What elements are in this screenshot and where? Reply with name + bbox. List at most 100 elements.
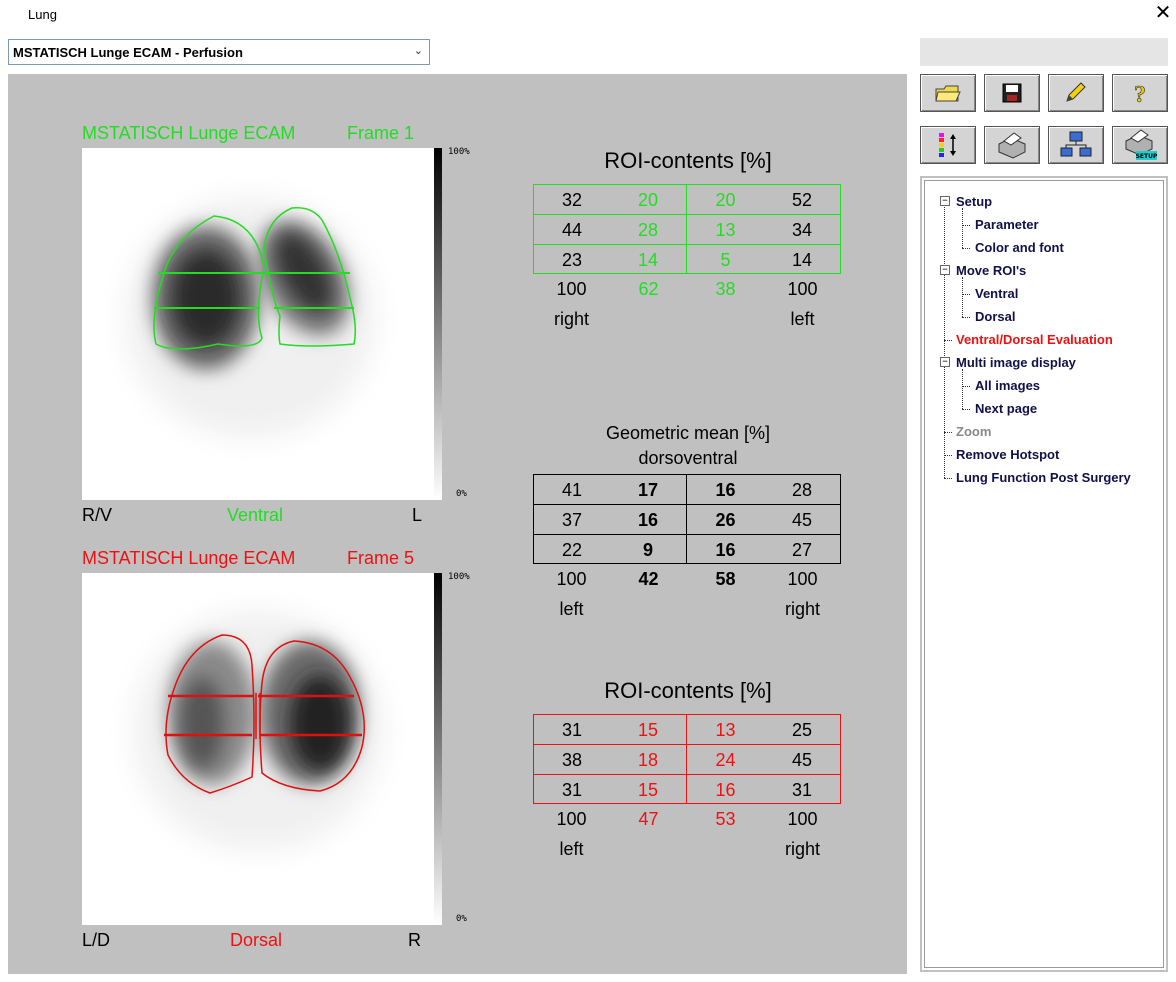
floppy-disk-icon — [1002, 83, 1022, 103]
menu-tree-inner: − Setup Parameter Color and font − Move … — [924, 180, 1164, 968]
tree-item-next-page[interactable]: Next page — [975, 401, 1038, 416]
geo-cell: 26 — [687, 504, 764, 534]
dorsal-lung-image[interactable] — [82, 573, 434, 925]
network-icon — [1060, 131, 1092, 157]
bottom-frame-label: Frame 5 — [347, 548, 415, 568]
geo-subtitle: dorsoventral — [638, 448, 738, 468]
roi-top-total: 38 — [715, 279, 736, 299]
roi-top-side-right: left — [790, 309, 815, 329]
color-scale-button[interactable] — [920, 126, 976, 164]
network-button[interactable] — [1048, 126, 1104, 164]
roi-bottom-cell: 16 — [687, 774, 764, 804]
tree-item-ventral[interactable]: Ventral — [975, 286, 1019, 301]
roi-top-cell: 23 — [533, 244, 610, 274]
pencil-icon — [1066, 82, 1086, 102]
tree-item-move-rois[interactable]: Move ROI's — [956, 263, 1027, 278]
print-setup-button[interactable]: SETUP — [1112, 126, 1168, 164]
print-button[interactable] — [984, 126, 1040, 164]
top-view-label: Ventral — [227, 505, 284, 525]
tree-item-color-font[interactable]: Color and font — [975, 240, 1064, 255]
top-study-label: MSTATISCH Lunge ECAM — [82, 123, 296, 143]
tree-line — [944, 432, 952, 433]
tree-item-post-surgery[interactable]: Lung Function Post Surgery — [956, 470, 1131, 485]
window-title: Lung — [28, 7, 57, 22]
roi-bottom-cell: 31 — [533, 714, 610, 744]
tree-line — [962, 225, 970, 226]
geo-cell: 17 — [610, 474, 687, 504]
roi-bottom-cell: 15 — [610, 714, 687, 744]
roi-bottom-total: 53 — [715, 809, 736, 829]
tree-item-evaluation[interactable]: Ventral/Dorsal Evaluation — [956, 332, 1113, 347]
top-scale-max: 100% — [448, 147, 470, 157]
tree-line — [944, 340, 952, 341]
tree-line — [944, 455, 952, 456]
geo-cell: 37 — [533, 504, 610, 534]
roi-bottom-title: ROI-contents [%] — [604, 678, 772, 703]
geo-cell: 9 — [610, 534, 687, 564]
tree-line — [962, 386, 970, 387]
geo-total: 58 — [715, 569, 736, 589]
geo-cell: 16 — [610, 504, 687, 534]
bottom-scale-min: 0% — [456, 914, 467, 924]
geo-cell: 45 — [764, 504, 841, 534]
bottom-left-orientation: L/D — [82, 930, 111, 950]
tree-item-all-images[interactable]: All images — [975, 378, 1041, 393]
help-button[interactable]: ? — [1112, 74, 1168, 112]
tree-line — [962, 369, 963, 409]
roi-bottom-cell: 25 — [764, 714, 841, 744]
bottom-right-orientation: R — [408, 930, 421, 950]
bottom-intensity-scale — [434, 573, 442, 925]
roi-top-cell: 13 — [687, 214, 764, 244]
tree-line — [962, 248, 970, 249]
geo-cell: 27 — [764, 534, 841, 564]
roi-bottom-total: 100 — [787, 809, 818, 829]
roi-bottom-cell: 15 — [610, 774, 687, 804]
roi-bottom-cell: 31 — [533, 774, 610, 804]
roi-bottom-total: 47 — [638, 809, 659, 829]
tree-item-zoom: Zoom — [956, 424, 992, 439]
evaluation-panel: MSTATISCH Lunge ECAM Frame 1 100% 0% R/V… — [8, 74, 907, 974]
tree-item-setup[interactable]: Setup — [956, 194, 993, 209]
close-icon[interactable]: ✕ — [1154, 2, 1172, 24]
tree-line — [944, 201, 945, 478]
roi-bottom-total: 100 — [556, 809, 587, 829]
tree-line — [944, 478, 952, 479]
tree-line — [962, 277, 963, 317]
move-rois-expander-icon[interactable]: − — [940, 265, 950, 275]
study-dropdown[interactable]: MSTATISCH Lunge ECAM - Perfusion ⌄ — [8, 39, 430, 65]
roi-bottom-cell: 31 — [764, 774, 841, 804]
setup-expander-icon[interactable]: − — [940, 196, 950, 206]
roi-top-side-left: right — [553, 309, 589, 329]
tree-item-multi-image[interactable]: Multi image display — [956, 355, 1076, 370]
roi-top-total: 62 — [638, 279, 659, 299]
tree-line — [962, 317, 970, 318]
roi-top-title: ROI-contents [%] — [604, 148, 772, 173]
open-folder-button[interactable] — [920, 74, 976, 112]
geo-cell: 28 — [764, 474, 841, 504]
roi-top-cell: 44 — [533, 214, 610, 244]
roi-bottom-cell: 13 — [687, 714, 764, 744]
roi-top-cell: 32 — [533, 184, 610, 214]
roi-top-cell: 20 — [687, 184, 764, 214]
ventral-lung-image[interactable] — [82, 148, 434, 500]
multi-expander-icon[interactable]: − — [940, 357, 950, 367]
save-button[interactable] — [984, 74, 1040, 112]
chevron-down-icon[interactable]: ⌄ — [413, 45, 423, 57]
roi-bottom-cell: 45 — [764, 744, 841, 774]
roi-bottom-cell: 24 — [687, 744, 764, 774]
geo-side-left: left — [559, 599, 584, 619]
geo-title: Geometric mean [%] — [605, 423, 771, 443]
top-frame-label: Frame 1 — [347, 123, 415, 143]
tree-item-remove-hotspot[interactable]: Remove Hotspot — [956, 447, 1060, 462]
tree-item-dorsal[interactable]: Dorsal — [975, 309, 1016, 324]
roi-top-cell: 14 — [610, 244, 687, 274]
roi-top-cell: 28 — [610, 214, 687, 244]
edit-button[interactable] — [1048, 74, 1104, 112]
tree-item-parameter[interactable]: Parameter — [975, 217, 1039, 232]
color-scale-icon — [939, 133, 956, 157]
geo-cell: 16 — [687, 474, 764, 504]
top-right-orientation: L — [412, 505, 423, 525]
geo-table: 41 17 16 28 37 16 26 45 22 9 16 27 100 4… — [533, 474, 841, 624]
tree-line — [962, 409, 970, 410]
roi-top-cell: 20 — [610, 184, 687, 214]
